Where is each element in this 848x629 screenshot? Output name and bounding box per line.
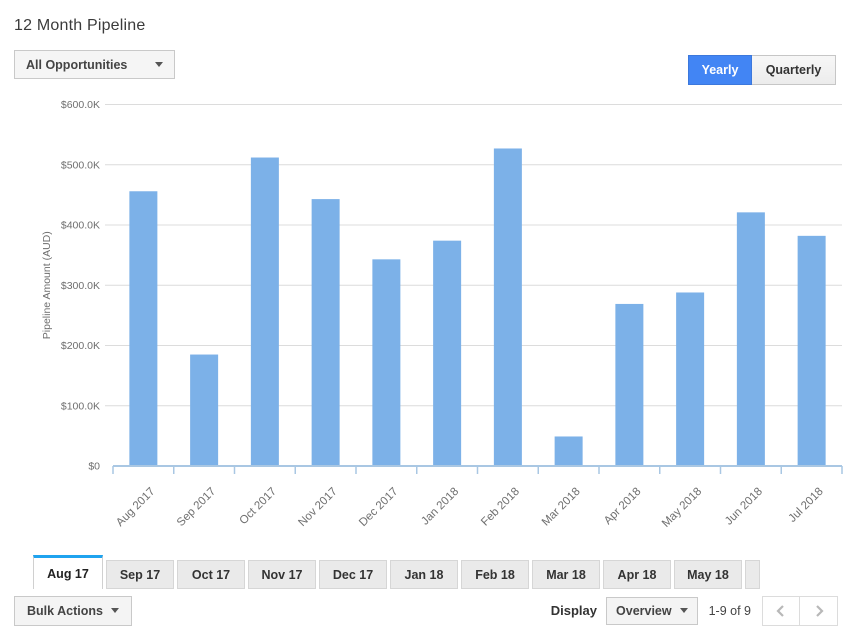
svg-text:May 2018: May 2018 bbox=[660, 486, 704, 530]
display-label: Display bbox=[550, 603, 598, 618]
display-mode-value: Overview bbox=[616, 603, 672, 618]
yearly-button[interactable]: Yearly bbox=[688, 55, 752, 85]
svg-text:$300.0K: $300.0K bbox=[61, 280, 100, 292]
svg-text:Pipeline Amount (AUD): Pipeline Amount (AUD) bbox=[41, 231, 53, 339]
tab-oct-17[interactable]: Oct 17 bbox=[177, 560, 245, 589]
svg-text:Apr 2018: Apr 2018 bbox=[602, 486, 643, 527]
footer-toolbar: Bulk Actions Display Overview 1-9 of 9 bbox=[0, 595, 848, 626]
opportunities-filter-label: All Opportunities bbox=[26, 57, 128, 72]
svg-text:Sep 2017: Sep 2017 bbox=[175, 486, 218, 529]
tab-aug-17[interactable]: Aug 17 bbox=[33, 555, 103, 589]
chevron-down-icon bbox=[110, 608, 119, 613]
bulk-actions-button[interactable]: Bulk Actions bbox=[14, 595, 132, 626]
chart-canvas: $0 $100.0K $200.0K $300.0K $400.0K $500.0K $60… bbox=[41, 99, 843, 530]
svg-text:Oct 2017: Oct 2017 bbox=[238, 486, 279, 527]
svg-text:Dec 2017: Dec 2017 bbox=[357, 486, 400, 529]
tab-dec-17[interactable]: Dec 17 bbox=[319, 560, 387, 589]
opportunities-filter-dropdown[interactable]: All Opportunities bbox=[14, 50, 175, 79]
svg-text:$400.0K: $400.0K bbox=[61, 220, 100, 232]
svg-text:$200.0K: $200.0K bbox=[61, 340, 100, 352]
svg-text:$600.0K: $600.0K bbox=[61, 99, 100, 111]
chevron-down-icon bbox=[679, 608, 688, 613]
month-tabs: Aug 17 Sep 17 Oct 17 Nov 17 Dec 17 Jan 18 Feb … bbox=[33, 555, 848, 589]
chevron-left-icon bbox=[776, 604, 784, 617]
tab-apr-18[interactable]: Apr 18 bbox=[603, 560, 671, 589]
quarterly-button[interactable]: Quarterly bbox=[752, 55, 836, 85]
svg-text:Jun 2018: Jun 2018 bbox=[723, 486, 765, 528]
footer-right-cluster: Display Overview 1-9 of 9 bbox=[550, 595, 838, 626]
period-toggle: Yearly Quarterly bbox=[688, 55, 836, 85]
tab-nov-17[interactable]: Nov 17 bbox=[248, 560, 316, 589]
svg-text:Jul 2018: Jul 2018 bbox=[787, 486, 826, 525]
tab-sep-17[interactable]: Sep 17 bbox=[106, 560, 174, 589]
tab-mar-18[interactable]: Mar 18 bbox=[532, 560, 600, 589]
svg-text:Aug 2017: Aug 2017 bbox=[114, 486, 157, 529]
svg-text:$0: $0 bbox=[88, 461, 100, 473]
pagination-controls bbox=[762, 595, 838, 626]
previous-page-button[interactable] bbox=[762, 595, 800, 626]
svg-text:Feb 2018: Feb 2018 bbox=[479, 486, 522, 529]
bulk-actions-label: Bulk Actions bbox=[27, 603, 103, 618]
pipeline-bar-chart: $0 $100.0K $200.0K $300.0K $400.0K $500.0K $60… bbox=[0, 95, 848, 550]
svg-text:$100.0K: $100.0K bbox=[61, 400, 100, 412]
svg-text:$500.0K: $500.0K bbox=[61, 159, 100, 171]
svg-text:Mar 2018: Mar 2018 bbox=[540, 486, 583, 529]
page-title: 12 Month Pipeline bbox=[14, 17, 146, 34]
svg-text:Jan 2018: Jan 2018 bbox=[419, 486, 461, 528]
pagination-range: 1-9 of 9 bbox=[708, 603, 751, 618]
tab-feb-18[interactable]: Feb 18 bbox=[461, 560, 529, 589]
tab-may-18[interactable]: May 18 bbox=[674, 560, 742, 589]
tab-clipped-overflow[interactable] bbox=[745, 560, 760, 589]
chevron-right-icon bbox=[815, 604, 824, 617]
next-page-button[interactable] bbox=[800, 595, 838, 626]
chevron-down-icon bbox=[155, 62, 163, 67]
svg-text:Nov 2017: Nov 2017 bbox=[296, 486, 339, 529]
display-mode-dropdown[interactable]: Overview bbox=[606, 596, 698, 625]
tab-jan-18[interactable]: Jan 18 bbox=[390, 560, 458, 589]
